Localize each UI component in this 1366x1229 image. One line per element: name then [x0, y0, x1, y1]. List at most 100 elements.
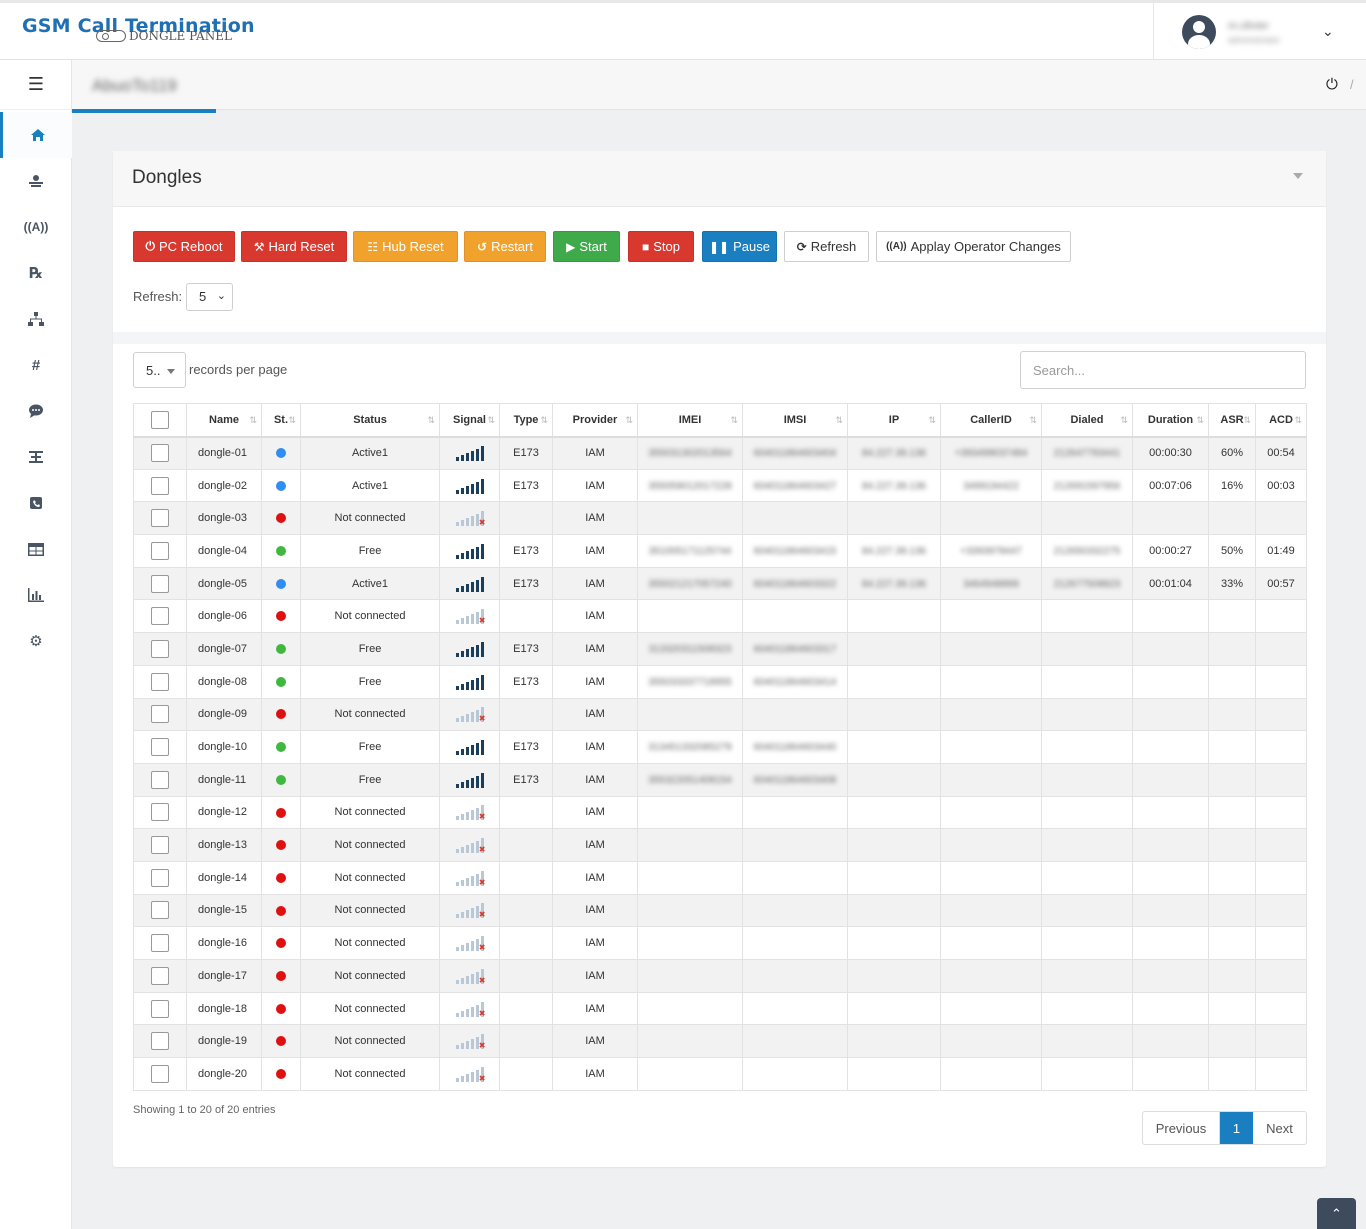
table-row[interactable]: dongle-18 Not connected ✖ IAM — [133, 991, 1307, 1026]
hard-reset-button[interactable]: ⚒ Hard Reset — [241, 231, 347, 262]
imei-value: 355031302013564 — [648, 448, 732, 460]
stop-button[interactable]: ■ Stop — [628, 231, 694, 262]
bar-chart-icon[interactable] — [0, 572, 72, 618]
hub-reset-button[interactable]: ☷ Hub Reset — [353, 231, 458, 262]
cell-asr — [1208, 762, 1256, 797]
column-header-dialed[interactable]: Dialed ⇅ — [1041, 403, 1133, 438]
table-row[interactable]: dongle-15 Not connected ✖ IAM — [133, 893, 1307, 928]
column-header-provider[interactable]: Provider ⇅ — [552, 403, 638, 438]
column-header-type[interactable]: Type ⇅ — [499, 403, 553, 438]
table-row[interactable]: dongle-10 Free E173 IAM 313451332085279 60401… — [133, 730, 1307, 764]
chevron-up-icon: ⌃ — [1331, 1205, 1342, 1221]
select-all-checkbox[interactable] — [151, 410, 169, 429]
column-header-callerid[interactable]: CallerID ⇅ — [940, 403, 1042, 438]
row-checkbox[interactable] — [151, 966, 169, 985]
table-row[interactable]: dongle-11 Free E173 IAM 355322051408154 60401… — [133, 762, 1307, 797]
row-checkbox[interactable] — [151, 1064, 169, 1083]
table-row[interactable]: dongle-03 Not connected ✖ IAM — [133, 501, 1307, 536]
table-row[interactable]: dongle-16 Not connected ✖ IAM — [133, 926, 1307, 960]
search-input[interactable] — [1020, 351, 1306, 389]
collapse-caret-icon[interactable] — [1293, 173, 1303, 179]
pc-reboot-button[interactable]: ⏻ PC Reboot — [133, 231, 235, 262]
scroll-to-top-button[interactable]: ⌃ — [1317, 1198, 1356, 1229]
column-header-status[interactable]: Status ⇅ — [300, 403, 440, 438]
next-page-button[interactable]: Next — [1266, 1120, 1293, 1136]
row-checkbox[interactable] — [151, 738, 169, 757]
table-row[interactable]: dongle-01 Active1 E173 IAM 355031302013564 60… — [133, 436, 1307, 470]
table-row[interactable]: dongle-06 Not connected ✖ IAM — [133, 599, 1307, 634]
table-row[interactable]: dongle-12 Not connected ✖ IAM — [133, 795, 1307, 830]
column-header-name[interactable]: Name ⇅ — [186, 403, 262, 438]
cell-asr: 16% — [1208, 468, 1256, 503]
sms-icon[interactable] — [0, 388, 72, 434]
status-dot — [276, 480, 286, 491]
table-row[interactable]: dongle-20 Not connected ✖ IAM — [133, 1057, 1307, 1091]
row-checkbox[interactable] — [151, 1032, 169, 1051]
row-checkbox[interactable] — [151, 574, 169, 593]
table-row[interactable]: dongle-09 Not connected ✖ IAM — [133, 697, 1307, 732]
row-checkbox[interactable] — [151, 868, 169, 887]
table-row[interactable]: dongle-05 Active1 E173 IAM 355021217057240 60… — [133, 566, 1307, 601]
signal-strength-icon: ✖ — [455, 1001, 486, 1018]
table-row[interactable]: dongle-19 Not connected ✖ IAM — [133, 1024, 1307, 1059]
hash-icon[interactable]: # — [31, 356, 41, 374]
operator-icon[interactable] — [0, 158, 72, 204]
provider-value: IAM — [585, 675, 605, 688]
previous-page-button[interactable]: Previous — [1143, 1112, 1220, 1144]
row-checkbox[interactable] — [151, 607, 169, 626]
column-header-imsi[interactable]: IMSI ⇅ — [742, 403, 848, 438]
row-checkbox[interactable] — [151, 639, 169, 658]
table-row[interactable]: dongle-02 Active1 E173 IAM 355059012017228 60… — [133, 468, 1307, 503]
row-checkbox[interactable] — [151, 476, 169, 495]
apply-operator-changes-button[interactable]: ((A)) Applay Operator Changes — [876, 231, 1071, 262]
row-checkbox[interactable] — [151, 999, 169, 1018]
row-checkbox[interactable] — [151, 541, 169, 560]
power-icon[interactable]: ⏻ — [1326, 76, 1338, 93]
refresh-button[interactable]: ⟳ Refresh — [784, 231, 869, 262]
column-header-ip[interactable]: IP ⇅ — [847, 403, 941, 438]
restart-button[interactable]: ↺ Restart — [464, 231, 546, 262]
row-checkbox[interactable] — [151, 770, 169, 789]
phone-book-icon[interactable] — [0, 480, 72, 526]
app-logo[interactable]: GSM Call Termination — [22, 15, 255, 37]
page-1-button[interactable]: 1 — [1220, 1112, 1253, 1144]
refresh-interval-select[interactable]: 5 ⌄ — [186, 283, 233, 311]
row-checkbox[interactable] — [151, 934, 169, 953]
routing-icon[interactable] — [0, 434, 72, 480]
column-header-signal[interactable]: Signal ⇅ — [439, 403, 500, 438]
table-icon[interactable] — [0, 526, 72, 572]
column-header-imei[interactable]: IMEI ⇅ — [637, 403, 743, 438]
type-value: E173 — [513, 479, 539, 492]
records-per-page-select[interactable]: 5.. — [133, 352, 186, 388]
table-row[interactable]: dongle-17 Not connected ✖ IAM — [133, 959, 1307, 993]
network-icon[interactable] — [0, 296, 72, 342]
home-icon[interactable] — [0, 112, 72, 158]
row-checkbox[interactable] — [151, 444, 169, 463]
chevron-down-icon[interactable]: ⌄ — [1322, 23, 1334, 39]
menu-toggle-icon[interactable]: ☰ — [0, 60, 72, 110]
settings-icon[interactable]: ⚙︎ — [29, 633, 43, 650]
row-checkbox[interactable] — [151, 672, 169, 691]
user-menu[interactable]: m.olivier administrator ⌄ — [1153, 3, 1351, 60]
table-row[interactable]: dongle-07 Free E173 IAM 313320311508323 60401… — [133, 632, 1307, 666]
prescription-icon[interactable]: ℞ — [29, 265, 43, 282]
row-checkbox[interactable] — [151, 509, 169, 528]
column-header-duration[interactable]: Duration ⇅ — [1132, 403, 1209, 438]
row-checkbox[interactable] — [151, 803, 169, 822]
table-row[interactable]: dongle-08 Free E173 IAM 355033337718955 60401… — [133, 664, 1307, 699]
provider-value: IAM — [585, 773, 605, 786]
table-row[interactable]: dongle-04 Free E173 IAM 351005171125744 60401… — [133, 534, 1307, 568]
antenna-icon[interactable]: ((A)) — [23, 220, 49, 234]
cell-dialed — [1041, 632, 1133, 666]
row-checkbox[interactable] — [151, 836, 169, 855]
start-button[interactable]: ▶ Start — [553, 231, 620, 262]
cell-duration — [1132, 1057, 1209, 1091]
column-header-asr[interactable]: ASR ⇅ — [1208, 403, 1256, 438]
table-row[interactable]: dongle-13 Not connected ✖ IAM — [133, 828, 1307, 862]
row-checkbox[interactable] — [151, 901, 169, 920]
column-header-acd[interactable]: ACD ⇅ — [1255, 403, 1307, 438]
table-row[interactable]: dongle-14 Not connected ✖ IAM — [133, 860, 1307, 895]
pause-button[interactable]: ❚❚ Pause — [702, 231, 777, 262]
row-checkbox[interactable] — [151, 705, 169, 724]
column-header-st[interactable]: St. ⇅ — [261, 403, 301, 438]
